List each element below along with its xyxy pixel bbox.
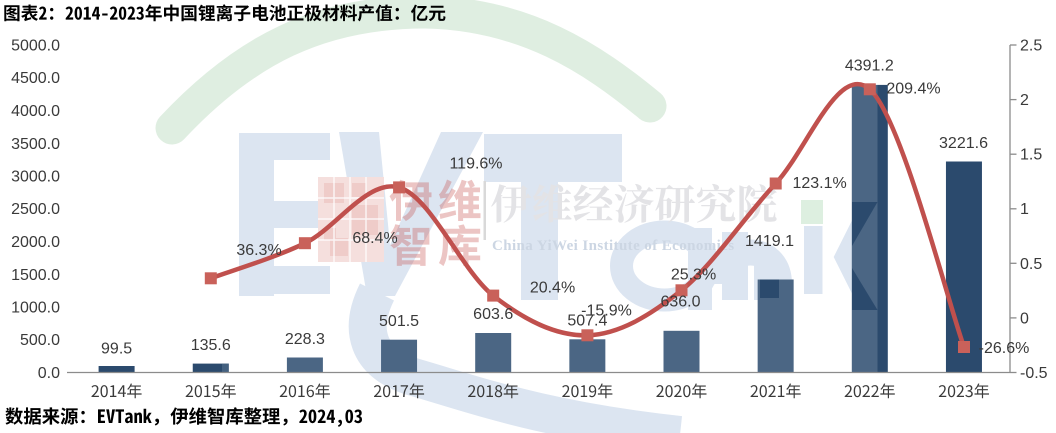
- svg-text:3221.6: 3221.6: [939, 135, 988, 152]
- svg-text:3500.0: 3500.0: [11, 136, 60, 153]
- svg-text:119.6%: 119.6%: [449, 156, 502, 173]
- svg-text:228.3: 228.3: [285, 331, 325, 348]
- svg-text:501.5: 501.5: [379, 313, 419, 330]
- svg-text:20.4%: 20.4%: [530, 280, 575, 297]
- svg-text:603.6: 603.6: [473, 306, 513, 323]
- svg-text:123.1%: 123.1%: [792, 175, 846, 192]
- svg-text:-15.9%: -15.9%: [581, 303, 632, 320]
- svg-text:1500.0: 1500.0: [11, 267, 60, 284]
- svg-text:2: 2: [1020, 92, 1029, 109]
- svg-text:25.3%: 25.3%: [671, 267, 716, 284]
- svg-text:36.3%: 36.3%: [236, 242, 281, 259]
- svg-text:1419.1: 1419.1: [745, 233, 794, 250]
- svg-text:1000.0: 1000.0: [11, 300, 60, 317]
- svg-text:500.0: 500.0: [20, 332, 60, 349]
- svg-text:5000.0: 5000.0: [11, 38, 60, 55]
- svg-text:4500.0: 4500.0: [11, 70, 60, 87]
- svg-text:209.4%: 209.4%: [886, 81, 940, 98]
- svg-text:China YiWei Institute of Econo: China YiWei Institute of Economics: [492, 238, 735, 254]
- svg-text:2000.0: 2000.0: [11, 234, 60, 251]
- svg-text:99.5: 99.5: [101, 341, 132, 358]
- svg-text:3000.0: 3000.0: [11, 169, 60, 186]
- svg-text:2.5: 2.5: [1020, 38, 1042, 55]
- svg-text:-0.5: -0.5: [1020, 365, 1048, 382]
- svg-text:135.6: 135.6: [191, 337, 231, 354]
- svg-text:-26.6%: -26.6%: [979, 340, 1030, 357]
- svg-text:1: 1: [1020, 201, 1029, 218]
- svg-text:0: 0: [1020, 310, 1029, 327]
- svg-text:0.5: 0.5: [1020, 256, 1042, 273]
- svg-text:4391.2: 4391.2: [845, 58, 894, 75]
- svg-text:4000.0: 4000.0: [11, 103, 60, 120]
- svg-text:2500.0: 2500.0: [11, 201, 60, 218]
- svg-text:636.0: 636.0: [660, 294, 700, 311]
- svg-text:1.5: 1.5: [1020, 147, 1042, 164]
- svg-text:68.4%: 68.4%: [352, 230, 397, 247]
- svg-text:507.4: 507.4: [567, 313, 607, 330]
- svg-text:0.0: 0.0: [38, 365, 60, 382]
